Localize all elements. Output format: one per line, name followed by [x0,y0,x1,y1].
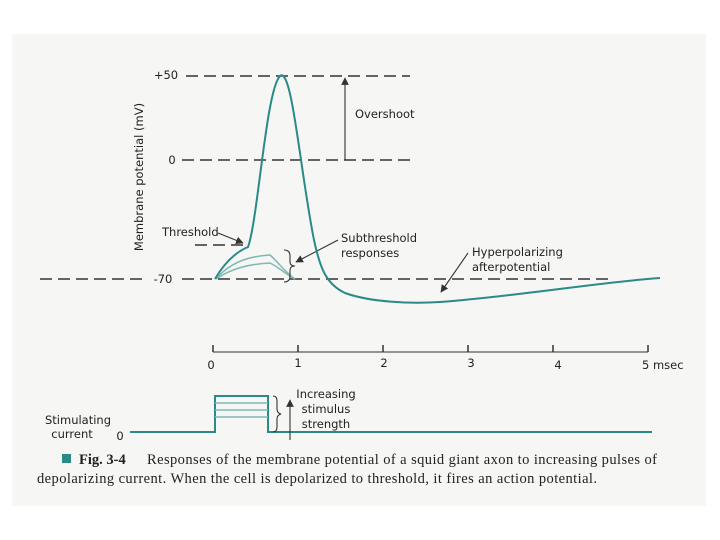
caption-label: Fig. 3-4 [79,452,126,468]
strength-label: strength [302,417,350,431]
page-background [12,34,706,506]
caption-text: depolarizing current. When the cell is d… [37,471,597,487]
x-tick-label: 4 [554,358,561,372]
subthreshold-curve [215,262,296,280]
stimulus-zero: 0 [116,429,123,443]
y-axis-label: Membrane potential (mV) [132,103,146,251]
action-potential-curve [214,74,661,304]
afterpotential-label: afterpotential [472,260,550,274]
strength-label: stimulus [302,402,351,416]
subthreshold-label: Subthreshold [341,231,417,245]
stimulus-label: current [51,427,93,441]
subthreshold-label: responses [341,246,399,260]
stimulus-trace [130,395,652,433]
threshold-label: Threshold [161,225,219,239]
caption-text: Responses of the membrane potential of a… [147,452,657,468]
x-tick-label: 5 msec [642,358,684,372]
y-tick-label: 0 [168,153,175,167]
x-tick-label: 3 [467,356,474,370]
brace [283,249,296,283]
x-tick-label: 1 [294,356,301,370]
threshold-arrow [217,232,244,245]
subthreshold-curve [215,254,296,280]
overshoot-label: Overshoot [355,107,415,121]
caption-marker [62,454,71,463]
x-tick-label: 0 [207,358,214,372]
stimulus-label: Stimulating [45,413,111,427]
afterpotential-label: Hyperpolarizing [472,245,563,259]
y-tick-label: -70 [154,272,173,286]
strength-label: Increasing [296,387,355,401]
x-tick-label: 2 [380,356,387,370]
afterpotential-arrow [440,252,469,293]
brace [272,395,282,433]
time-ticks [212,345,649,352]
y-tick-label: +50 [154,68,178,82]
